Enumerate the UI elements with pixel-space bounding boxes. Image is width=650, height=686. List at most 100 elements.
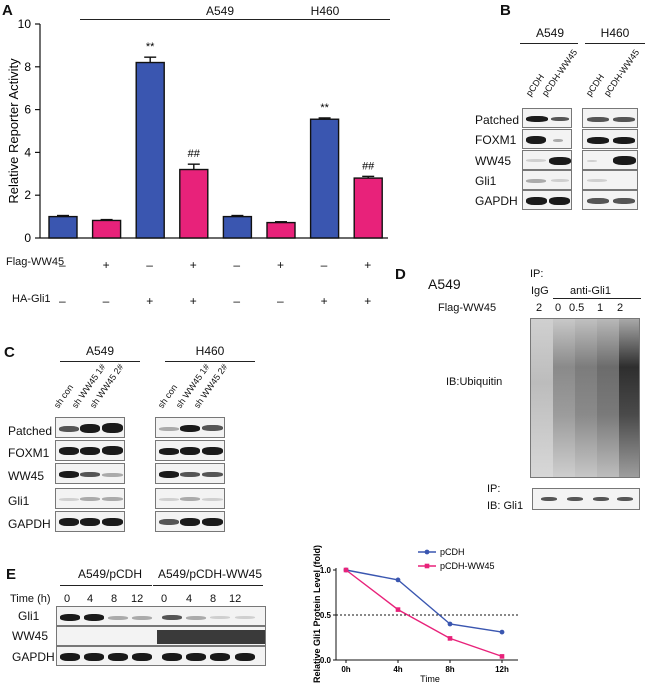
- panel-label-c: C: [4, 344, 15, 361]
- e-time: 8: [111, 593, 118, 605]
- condition-sign: +: [320, 294, 328, 308]
- d-ip-line: [553, 298, 641, 299]
- blot-e-ww45: [56, 626, 266, 646]
- row-label-flag-ww45: Flag-WW45: [6, 256, 65, 268]
- y-tick-label: 6: [24, 103, 31, 117]
- b-lane-label: pCDH-WW45: [601, 47, 642, 98]
- bar: [266, 221, 296, 239]
- c-line-a549: [60, 361, 140, 362]
- panel-label-a: A: [2, 2, 13, 19]
- c-row-label: GAPDH: [8, 517, 51, 531]
- condition-sign: –: [102, 294, 110, 308]
- blot-c-gli1-a549: [55, 488, 125, 509]
- y-tick-label: 8: [24, 60, 31, 74]
- c-row-label: Patched: [8, 424, 53, 438]
- condition-sign: +: [364, 258, 372, 272]
- group-label-a549: A549: [205, 4, 235, 18]
- d-ip-target: anti-Gli1: [570, 285, 611, 297]
- blot-b-gapdh-a549: [522, 190, 572, 210]
- condition-sign: –: [59, 294, 66, 308]
- e-group-label: A549/pCDH: [77, 567, 143, 581]
- condition-sign: +: [189, 258, 197, 272]
- line-x-tick-label: 8h: [445, 665, 454, 674]
- bar: [309, 118, 340, 239]
- c-label-a549: A549: [85, 344, 115, 358]
- blot-b-ww45-h460: [582, 150, 638, 170]
- blot-b-gli1-h460: [582, 170, 638, 190]
- series-line: [345, 569, 503, 658]
- blot-b-foxm1-a549: [522, 129, 572, 149]
- line-x-tick-label: 0h: [341, 665, 350, 674]
- significance-mark: **: [146, 41, 155, 53]
- line-x-tick-label: 12h: [495, 665, 509, 674]
- legend-marker: [424, 563, 430, 569]
- condition-sign: –: [277, 294, 284, 308]
- group-line-h460: [240, 19, 390, 20]
- blot-b-patched-h460: [582, 108, 638, 128]
- condition-sign: +: [146, 294, 154, 308]
- bar: [179, 168, 209, 239]
- b-lane-label: pCDH-WW45: [539, 47, 580, 98]
- e-line-pcdh-ww45: [153, 585, 263, 586]
- data-point: [499, 654, 505, 659]
- bar: [135, 61, 165, 239]
- e-line-pcdh: [60, 585, 152, 586]
- d-flag-value: 0.5: [569, 302, 585, 314]
- condition-sign: +: [102, 258, 110, 272]
- e-time: 4: [87, 593, 94, 605]
- e-time: 12: [229, 593, 242, 605]
- blot-b-patched-a549: [522, 108, 572, 128]
- c-row-label: Gli1: [8, 494, 30, 508]
- blot-c-patched-a549: [55, 417, 125, 438]
- d-flag-value: 1: [597, 302, 604, 314]
- blot-c-foxm1-a549: [55, 440, 125, 461]
- legend-label: pCDH-WW45: [440, 561, 495, 571]
- c-row-label: FOXM1: [8, 446, 50, 460]
- d-bottom-ip: IP:: [487, 483, 501, 495]
- c-label-h460: H460: [195, 344, 225, 358]
- line-x-tick-label: 4h: [393, 665, 402, 674]
- condition-sign: –: [320, 258, 328, 272]
- line-y-tick-label: 0.0: [320, 656, 332, 665]
- condition-sign: –: [233, 294, 241, 308]
- group-line-a549: [80, 19, 275, 20]
- blot-b-ww45-a549: [522, 150, 572, 170]
- data-point: [343, 567, 349, 573]
- legend-marker: [424, 549, 430, 555]
- data-point: [447, 636, 453, 641]
- y-tick-label: 0: [24, 231, 31, 245]
- blot-d-gli1: [532, 488, 640, 510]
- blot-c-foxm1-h460: [155, 440, 225, 461]
- row-label-ha-gli1: HA-Gli1: [12, 293, 51, 305]
- line-y-tick-label: 1.0: [320, 566, 332, 575]
- data-point: [395, 607, 401, 612]
- e-row-label: WW45: [12, 629, 48, 643]
- data-point: [447, 621, 453, 627]
- b-row-label: FOXM1: [475, 133, 517, 147]
- e-row-label: Gli1: [18, 609, 40, 623]
- condition-sign: –: [233, 258, 241, 272]
- b-line-a549: [520, 43, 578, 44]
- d-flag-value: 2: [617, 302, 624, 314]
- blot-b-gapdh-h460: [582, 190, 638, 210]
- line-y-tick-label: 0.5: [320, 611, 332, 620]
- panel-label-d: D: [395, 266, 406, 283]
- line-x-label: Time: [420, 674, 440, 684]
- blot-b-gli1-a549: [522, 170, 572, 190]
- e-group-label: A549/pCDH-WW45: [157, 567, 263, 581]
- b-line-h460: [585, 43, 645, 44]
- b-row-label: Gli1: [475, 174, 497, 188]
- bar: [353, 177, 383, 239]
- panel-label-e: E: [6, 566, 17, 583]
- b-label-a549: A549: [535, 26, 565, 40]
- e-time: 12: [131, 593, 144, 605]
- group-label-h460: H460: [310, 4, 340, 18]
- bar-chart: Relative Reporter Activity 0 2 4 6 8 10 ** ## *…: [6, 17, 388, 245]
- d-blot-label: IB:Ubiquitin: [446, 376, 503, 388]
- condition-sign: +: [277, 258, 285, 272]
- d-bottom-ib: IB: Gli1: [487, 500, 524, 512]
- d-igg: IgG: [531, 285, 549, 297]
- data-point: [395, 577, 401, 583]
- blot-d-ubiquitin: [530, 318, 640, 478]
